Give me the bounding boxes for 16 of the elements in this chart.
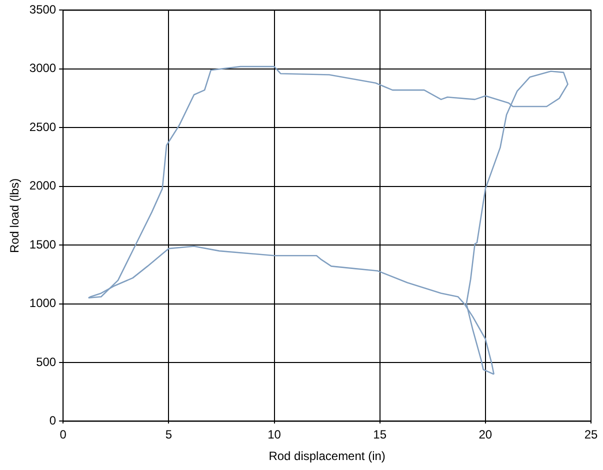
x-tick-label: 20 <box>478 428 492 442</box>
x-tick-label: 10 <box>268 428 282 442</box>
y-tick-label: 0 <box>49 414 56 428</box>
y-tick-label: 500 <box>36 354 56 369</box>
x-tick-label: 5 <box>165 428 172 442</box>
x-tick-label: 25 <box>584 428 598 442</box>
x-tick-label: 0 <box>60 428 67 442</box>
y-axis-title: Rod load (lbs) <box>8 178 22 254</box>
y-tick-label: 3000 <box>29 61 56 76</box>
y-tick-label: 3500 <box>29 2 56 17</box>
y-tick-label: 2000 <box>29 178 56 193</box>
y-tick-label: 1000 <box>29 296 56 310</box>
x-axis-title: Rod displacement (in) <box>268 449 386 464</box>
y-tick-label: 1500 <box>29 237 56 252</box>
y-tick-label: 2500 <box>29 120 56 134</box>
x-tick-label: 15 <box>373 428 387 442</box>
